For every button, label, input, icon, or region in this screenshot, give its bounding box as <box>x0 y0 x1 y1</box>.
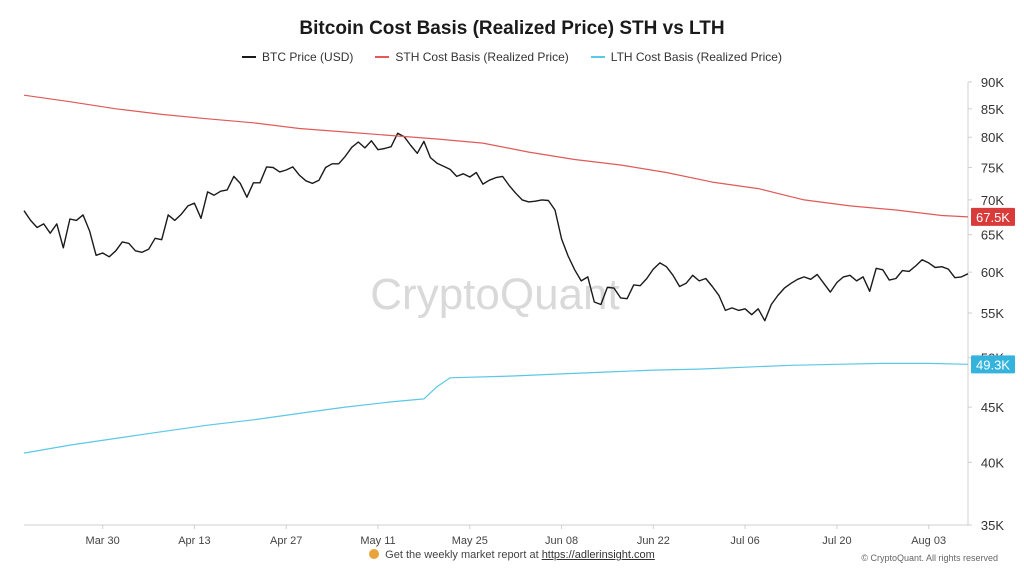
legend-label-btc: BTC Price (USD) <box>262 50 354 64</box>
legend-swatch-sth <box>375 56 390 58</box>
y-tick-label: 90K <box>981 75 1004 90</box>
x-tick-label: Apr 13 <box>178 535 210 547</box>
report-icon <box>369 549 380 559</box>
y-tick-label: 60K <box>981 265 1004 280</box>
y-tick-label: 85K <box>981 102 1004 117</box>
copyright: © CryptoQuant. All rights reserved <box>861 553 998 563</box>
y-tick-label: 70K <box>981 193 1004 208</box>
sth-end-label-box <box>971 207 1015 226</box>
y-tick-label: 65K <box>981 228 1004 243</box>
legend-label-lth: LTH Cost Basis (Realized Price) <box>610 50 782 64</box>
x-tick-label: Aug 03 <box>911 535 946 547</box>
footer-text: Get the weekly market report at <box>385 549 539 561</box>
watermark: CryptoQuant <box>370 270 620 319</box>
x-tick-label: Mar 30 <box>86 535 120 547</box>
legend-item-btc[interactable]: BTC Price (USD) <box>242 50 353 64</box>
btc-price-line <box>23 132 969 322</box>
y-tick-label: 80K <box>981 130 1004 145</box>
x-tick-label: Apr 27 <box>270 535 302 547</box>
x-tick-label: Jul 20 <box>822 535 851 547</box>
x-tick-label: Jun 08 <box>545 535 578 547</box>
footer-link[interactable]: https://adlerinsight.com <box>541 549 655 561</box>
sth-cost-basis-line <box>23 94 969 218</box>
lth-end-label-box <box>971 355 1015 374</box>
y-tick-label: 40K <box>981 455 1004 470</box>
legend: BTC Price (USD) STH Cost Basis (Realized… <box>0 50 1024 64</box>
legend-item-sth[interactable]: STH Cost Basis (Realized Price) <box>375 50 569 64</box>
x-tick-label: Jun 22 <box>637 535 670 547</box>
lth-cost-basis-line <box>23 362 969 454</box>
y-tick-label: 55K <box>981 306 1004 321</box>
x-tick-label: May 11 <box>360 535 395 547</box>
legend-swatch-lth <box>590 56 605 58</box>
legend-label-sth: STH Cost Basis (Realized Price) <box>395 50 569 64</box>
chart-title: Bitcoin Cost Basis (Realized Price) STH … <box>299 18 725 39</box>
y-tick-label: 75K <box>981 161 1004 176</box>
footer: Get the weekly market report at https://… <box>0 549 1024 561</box>
x-tick-label: May 25 <box>452 535 488 547</box>
sth-end-label: 67.5K <box>976 210 1010 225</box>
y-tick-label: 35K <box>981 518 1004 533</box>
legend-swatch-btc <box>242 56 257 58</box>
y-tick-label: 45K <box>981 400 1004 415</box>
x-tick-label: Jul 06 <box>730 535 759 547</box>
legend-item-lth[interactable]: LTH Cost Basis (Realized Price) <box>590 50 782 64</box>
lth-end-label: 49.3K <box>976 357 1010 372</box>
